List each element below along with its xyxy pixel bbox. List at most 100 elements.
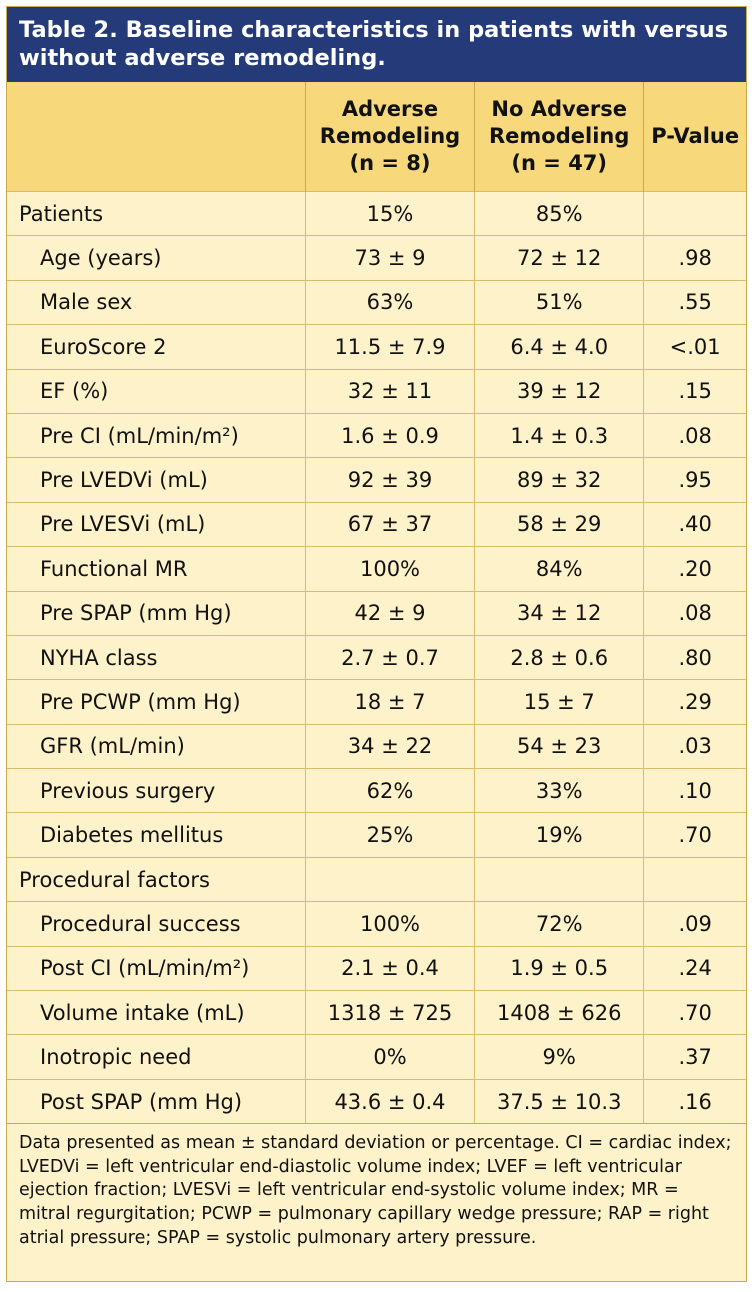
p-value: .10	[643, 768, 746, 813]
row-label: Post CI (mL/min/m²)	[7, 945, 306, 991]
no-adverse-value: 2.8 ± 0.6	[474, 634, 644, 680]
p-value: .29	[643, 679, 746, 725]
table-row: Previous surgery 62% 33% .10	[7, 768, 746, 813]
adverse-value: 18 ± 7	[304, 679, 475, 725]
no-adverse-value: 19%	[474, 812, 644, 858]
no-adverse-value: 58 ± 29	[474, 501, 644, 547]
table-row: Inotropic need 0% 9% .37	[7, 1034, 746, 1080]
p-value: .80	[643, 634, 746, 680]
adverse-value: 32 ± 11	[304, 368, 475, 414]
no-adverse-value: 1408 ± 626	[474, 990, 644, 1035]
no-adverse-value: 9%	[474, 1034, 644, 1080]
p-value	[643, 856, 746, 902]
no-adverse-value: 85%	[474, 190, 644, 236]
adverse-value: 1318 ± 725	[304, 990, 475, 1035]
p-value: .15	[643, 368, 746, 414]
no-adverse-value: 33%	[474, 768, 644, 813]
row-label: Pre SPAP (mm Hg)	[7, 590, 306, 636]
row-label: Male sex	[7, 279, 306, 325]
p-value	[643, 190, 746, 236]
no-adverse-value: 54 ± 23	[474, 723, 644, 769]
table-row: Age (years) 73 ± 9 72 ± 12.98	[7, 235, 746, 281]
adverse-value: 63%	[304, 279, 475, 325]
row-label: Previous surgery	[7, 768, 306, 813]
header-no-adverse: No Adverse Remodeling (n = 47)	[474, 82, 644, 192]
table-row: Procedural factors	[7, 856, 746, 902]
row-label: Post SPAP (mm Hg)	[7, 1078, 306, 1124]
header-p-value: P-Value	[643, 82, 746, 192]
table-row: GFR (mL/min) 34 ± 22 54 ± 23.03	[7, 723, 746, 769]
table-row: EuroScore 2 11.5 ± 7.9 6.4 ± 4.0 <.01	[7, 324, 746, 370]
table-row: Pre CI (mL/min/m²) 1.6 ± 0.9 1.4 ± 0.3.08	[7, 412, 746, 458]
row-label: GFR (mL/min)	[7, 723, 306, 769]
row-label: Pre LVEDVi (mL)	[7, 457, 306, 503]
table-row: Volume intake (mL) 1318 ± 725 1408 ± 626.7…	[7, 990, 746, 1035]
adverse-value: 62%	[304, 768, 475, 813]
adverse-value: 25%	[304, 812, 475, 858]
adverse-value: 0%	[304, 1034, 475, 1080]
table-frame: Table 2. Baseline characteristics in pat…	[6, 6, 747, 1282]
table-row: Post CI (mL/min/m²) 2.1 ± 0.4 1.9 ± 0.5.24	[7, 945, 746, 991]
no-adverse-value: 84%	[474, 546, 644, 592]
no-adverse-value: 37.5 ± 10.3	[474, 1078, 644, 1124]
no-adverse-value: 34 ± 12	[474, 590, 644, 636]
row-label: Procedural factors	[7, 856, 306, 902]
row-label: Patients	[7, 190, 306, 236]
adverse-value: 42 ± 9	[304, 590, 475, 636]
p-value: .37	[643, 1034, 746, 1080]
table-row: Diabetes mellitus 25% 19% .70	[7, 812, 746, 858]
p-value: .95	[643, 457, 746, 503]
baseline-table: Adverse Remodeling (n = 8) No Adverse Re…	[7, 82, 746, 1124]
no-adverse-value: 72%	[474, 901, 644, 947]
adverse-value	[304, 856, 475, 902]
header-row: Adverse Remodeling (n = 8) No Adverse Re…	[7, 82, 746, 192]
p-value: .70	[643, 812, 746, 858]
table-row: Procedural success 100% 72% .09	[7, 901, 746, 947]
adverse-value: 15%	[304, 190, 475, 236]
adverse-value: 11.5 ± 7.9	[304, 324, 475, 370]
table-row: EF (%) 32 ± 11 39 ± 12.15	[7, 368, 746, 414]
adverse-value: 67 ± 37	[304, 501, 475, 547]
p-value: <.01	[643, 324, 746, 370]
adverse-value: 73 ± 9	[304, 235, 475, 281]
p-value: .08	[643, 590, 746, 636]
no-adverse-value: 51%	[474, 279, 644, 325]
table-row: NYHA class 2.7 ± 0.7 2.8 ± 0.6.80	[7, 634, 746, 680]
adverse-value: 2.1 ± 0.4	[304, 945, 475, 991]
p-value: .70	[643, 990, 746, 1035]
no-adverse-value: 15 ± 7	[474, 679, 644, 725]
adverse-value: 43.6 ± 0.4	[304, 1078, 475, 1124]
row-label: Pre CI (mL/min/m²)	[7, 412, 306, 458]
p-value: .09	[643, 901, 746, 947]
p-value: .16	[643, 1078, 746, 1124]
table-row: Pre LVEDVi (mL) 92 ± 39 89 ± 32.95	[7, 457, 746, 503]
table-row: Pre LVESVi (mL) 67 ± 37 58 ± 29.40	[7, 501, 746, 547]
adverse-value: 34 ± 22	[304, 723, 475, 769]
no-adverse-value: 72 ± 12	[474, 235, 644, 281]
adverse-value: 1.6 ± 0.9	[304, 412, 475, 458]
row-label: NYHA class	[7, 634, 306, 680]
p-value: .40	[643, 501, 746, 547]
no-adverse-value	[474, 856, 644, 902]
row-label: Pre PCWP (mm Hg)	[7, 679, 306, 725]
row-label: Age (years)	[7, 235, 306, 281]
table-title: Table 2. Baseline characteristics in pat…	[7, 7, 746, 82]
p-value: .08	[643, 412, 746, 458]
row-label: Volume intake (mL)	[7, 990, 306, 1035]
no-adverse-value: 1.9 ± 0.5	[474, 945, 644, 991]
adverse-value: 92 ± 39	[304, 457, 475, 503]
adverse-value: 100%	[304, 901, 475, 947]
p-value: .98	[643, 235, 746, 281]
row-label: Functional MR	[7, 546, 306, 592]
p-value: .55	[643, 279, 746, 325]
no-adverse-value: 1.4 ± 0.3	[474, 412, 644, 458]
table-row: Functional MR 100% 84% .20	[7, 546, 746, 592]
no-adverse-value: 6.4 ± 4.0	[474, 324, 644, 370]
row-label: Inotropic need	[7, 1034, 306, 1080]
table-row: Pre SPAP (mm Hg) 42 ± 9 34 ± 12.08	[7, 590, 746, 636]
p-value: .20	[643, 546, 746, 592]
table-row: Patients 15% 85%	[7, 190, 746, 236]
row-label: Diabetes mellitus	[7, 812, 306, 858]
row-label: EF (%)	[7, 368, 306, 414]
row-label: Pre LVESVi (mL)	[7, 501, 306, 547]
